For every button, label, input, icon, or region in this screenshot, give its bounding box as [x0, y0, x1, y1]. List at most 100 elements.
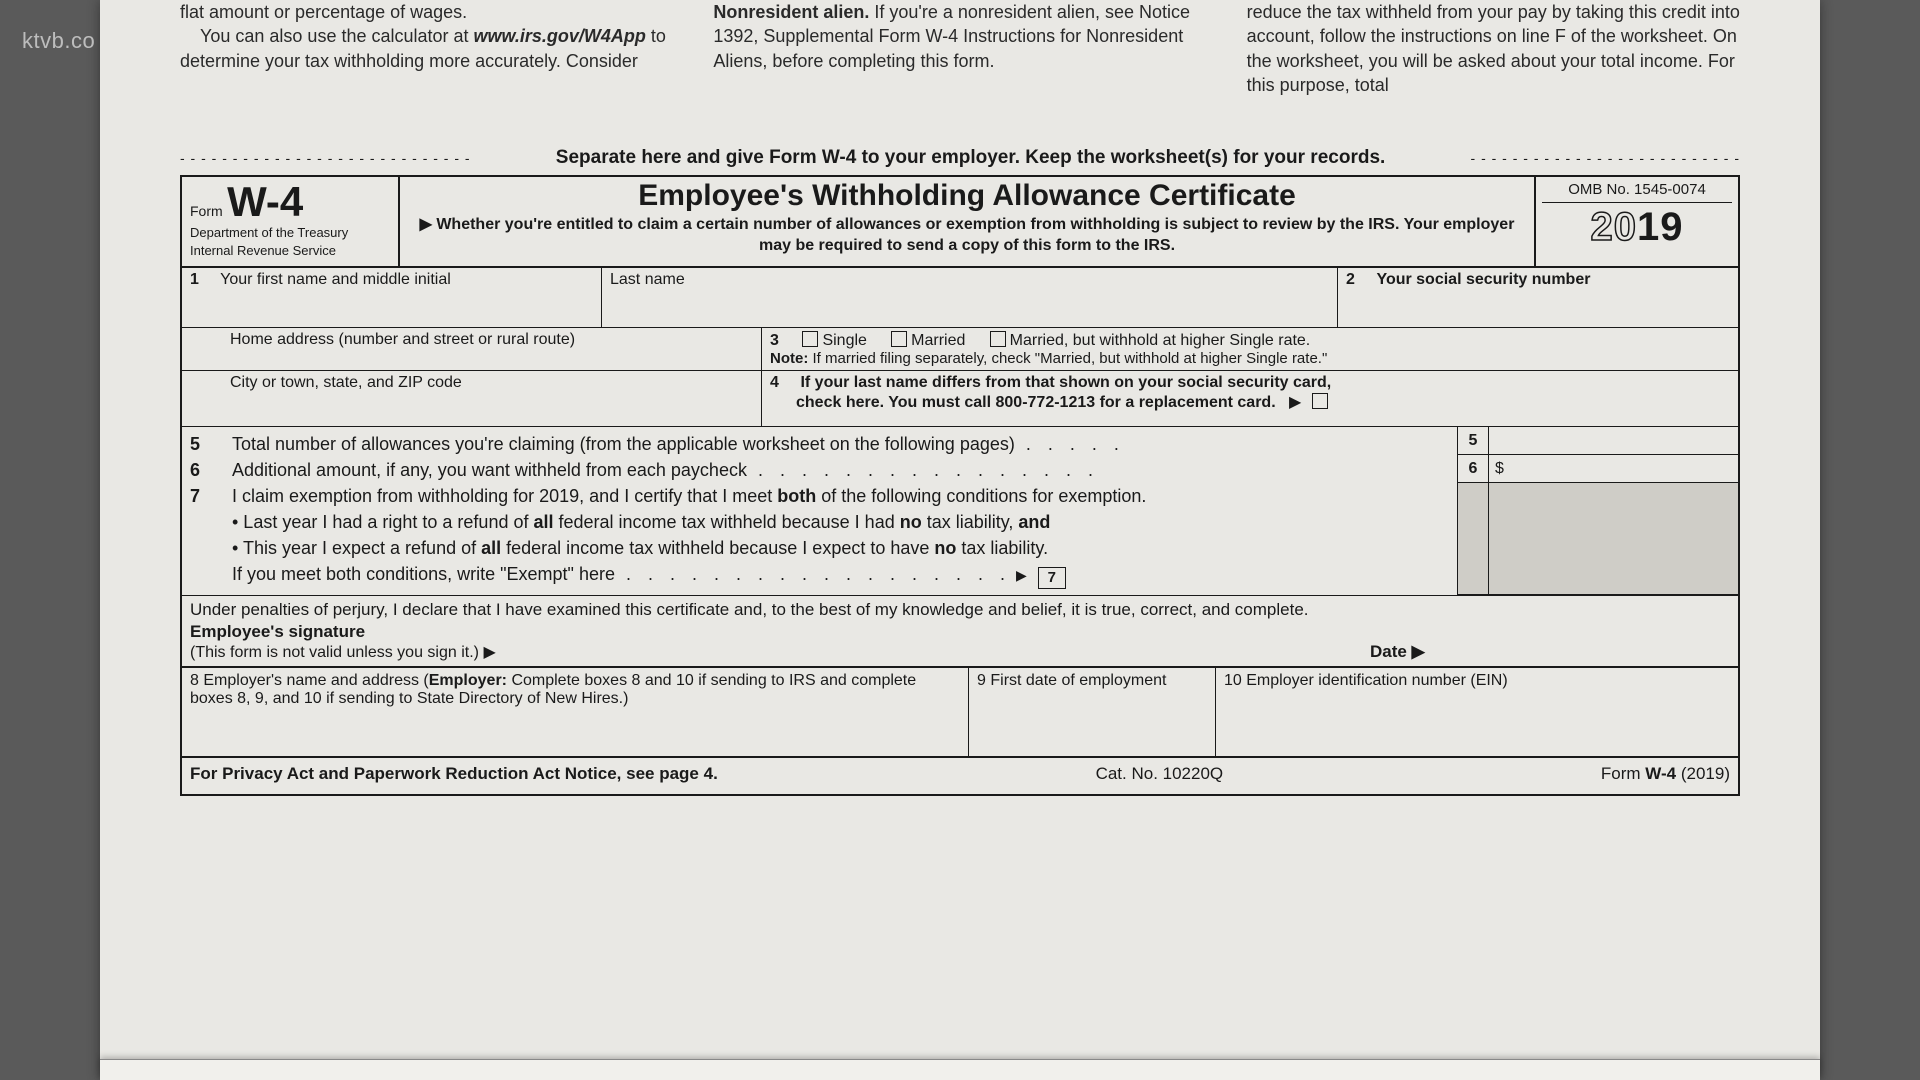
privacy-notice: For Privacy Act and Paperwork Reduction … [190, 764, 718, 784]
year-outline: 20 [1591, 205, 1638, 249]
instructions-col-1: flat amount or percentage of wages. You … [180, 0, 673, 97]
field-last-name[interactable]: Last name [602, 268, 1338, 328]
text: I claim exemption from withholding for 2… [232, 486, 777, 506]
dept-line-2: Internal Revenue Service [190, 243, 390, 259]
text: If you meet both conditions, write "Exem… [232, 564, 615, 584]
line-number: 6 [190, 457, 232, 483]
field-city-state-zip[interactable]: City or town, state, and ZIP code [182, 371, 762, 427]
field-label: City or town, state, and ZIP code [190, 374, 462, 392]
text: Total number of allowances you're claimi… [232, 434, 1015, 454]
text: • This year I expect a refund of [232, 538, 481, 558]
line-5: 5 Total number of allowances you're clai… [190, 431, 1448, 457]
right-value-boxes: 5 6 $ [1457, 427, 1738, 595]
omb-number: OMB No. 1545-0074 [1542, 181, 1732, 203]
field-number: 9 [977, 672, 986, 689]
note-bold: Note: [770, 350, 808, 367]
box-6-label: 6 [1458, 455, 1489, 483]
field-label: Employer identification number (EIN) [1246, 672, 1507, 689]
row-name-ssn: 1 Your first name and middle initial Las… [182, 268, 1738, 328]
url-text: www.irs.gov/W4App [474, 26, 646, 46]
field-ssn[interactable]: 2 Your social security number [1338, 268, 1738, 328]
signature-label: Employee's signature [190, 622, 1370, 642]
shaded-cell [1458, 483, 1489, 595]
text: If your last name differs from that show… [800, 374, 1331, 391]
line-7-bullet-2: • This year I expect a refund of all fed… [190, 535, 1448, 561]
form-footer: For Privacy Act and Paperwork Reduction … [182, 756, 1738, 794]
text: Form [1601, 764, 1645, 783]
field-home-address[interactable]: Home address (number and street or rural… [182, 328, 762, 371]
field-first-name[interactable]: 1 Your first name and middle initial [182, 268, 602, 328]
filing-status-note: Note: If married filing separately, chec… [770, 350, 1730, 367]
dashes-left: - - - - - - - - - - - - - - - - - - - - … [180, 150, 471, 166]
tax-year: 2019 [1542, 205, 1732, 250]
arrow-icon: ▶ [1289, 394, 1301, 411]
video-frame: ktvb.co flat amount or percentage of wag… [0, 0, 1920, 1080]
signature-block: Employee's signature (This form is not v… [190, 622, 1370, 662]
text-bold: all [481, 538, 501, 558]
omb-year-block: OMB No. 1545-0074 2019 [1534, 177, 1738, 266]
field-label: Home address (number and street or rural… [190, 331, 575, 349]
perjury-statement: Under penalties of perjury, I declare th… [182, 596, 1738, 622]
lines-5-7: 5 6 $ 5 [182, 427, 1738, 596]
field-number: 2 [1346, 271, 1372, 289]
option-label: Married, but withhold at higher Single r… [1010, 332, 1311, 349]
checkbox-single[interactable] [802, 331, 818, 347]
row-address-status: Home address (number and street or rural… [182, 328, 1738, 371]
line-7: 7 I claim exemption from withholding for… [190, 483, 1448, 509]
field-number: 4 [770, 374, 796, 392]
w4-form: Form W-4 Department of the Treasury Inte… [180, 175, 1740, 796]
station-watermark: ktvb.co [22, 28, 95, 54]
box-5-label: 5 [1458, 427, 1489, 455]
heading: Nonresident alien. [713, 2, 869, 22]
checkbox-married-single-rate[interactable] [990, 331, 1006, 347]
text: You can also use the calculator at [200, 26, 474, 46]
text: reduce the tax withheld from your pay by… [1247, 2, 1740, 95]
form-subtitle: ▶ Whether you're entitled to claim a cer… [410, 215, 1524, 257]
option-label: Married [911, 332, 965, 349]
signature-row: Employee's signature (This form is not v… [182, 622, 1738, 668]
instructions-col-2: Nonresident alien. If you're a nonreside… [713, 0, 1206, 97]
option-label: Single [822, 332, 866, 349]
dept-line-1: Department of the Treasury [190, 225, 390, 241]
field-label: First date of employment [990, 672, 1166, 689]
text: federal income tax withheld because I ex… [501, 538, 934, 558]
leader-dots: . . . . . [1015, 434, 1125, 454]
text: flat amount or percentage of wages. [180, 2, 467, 22]
field-filing-status: 3 Single Married Married, but withhold a… [762, 328, 1738, 371]
arrow-icon: ▶ [1016, 567, 1027, 583]
instructions-columns: flat amount or percentage of wages. You … [180, 0, 1740, 97]
dollar-sign: $ [1495, 460, 1504, 477]
text: of the following conditions for exemptio… [816, 486, 1146, 506]
text-bold: and [1018, 512, 1050, 532]
date-label: Date ▶ [1370, 642, 1730, 662]
field-ein[interactable]: 10 Employer identification number (EIN) [1216, 668, 1738, 756]
form-prefix: Form [190, 203, 223, 219]
field-number: 8 [190, 672, 199, 689]
dashes-right: - - - - - - - - - - - - - - - - - - - - … [1471, 150, 1740, 166]
text: check here. You must call 800-772-1213 f… [770, 394, 1276, 411]
field-label: Your social security number [1376, 271, 1590, 288]
box-5-value[interactable] [1489, 427, 1738, 455]
row-city-namediff: City or town, state, and ZIP code 4 If y… [182, 371, 1738, 427]
checkbox-married[interactable] [891, 331, 907, 347]
field-number: 1 [190, 271, 216, 289]
box-6-value[interactable]: $ [1489, 455, 1738, 483]
form-title-block: Employee's Withholding Allowance Certifi… [400, 177, 1534, 266]
field-name-differs: 4 If your last name differs from that sh… [762, 371, 1738, 427]
checkbox-name-differs[interactable] [1312, 393, 1328, 409]
signature-note: (This form is not valid unless you sign … [190, 642, 1370, 662]
leader-dots: . . . . . . . . . . . . . . . . . . [615, 564, 1011, 584]
field-employer-name-address[interactable]: 8 Employer's name and address (Employer:… [182, 668, 969, 756]
line-7-bullet-1: • Last year I had a right to a refund of… [190, 509, 1448, 535]
text-bold: no [900, 512, 922, 532]
form-code-footer: Form W-4 (2019) [1601, 764, 1730, 784]
row-employer: 8 Employer's name and address (Employer:… [182, 668, 1738, 756]
field-first-date-employment[interactable]: 9 First date of employment [969, 668, 1216, 756]
line-text: Additional amount, if any, you want with… [232, 457, 1448, 483]
text: Additional amount, if any, you want with… [232, 460, 747, 480]
shaded-cell [1489, 483, 1738, 595]
next-page-edge [100, 1059, 1820, 1080]
note-body: If married filing separately, check "Mar… [808, 350, 1327, 367]
text: tax liability. [956, 538, 1048, 558]
instructions-col-3: reduce the tax withheld from your pay by… [1247, 0, 1740, 97]
